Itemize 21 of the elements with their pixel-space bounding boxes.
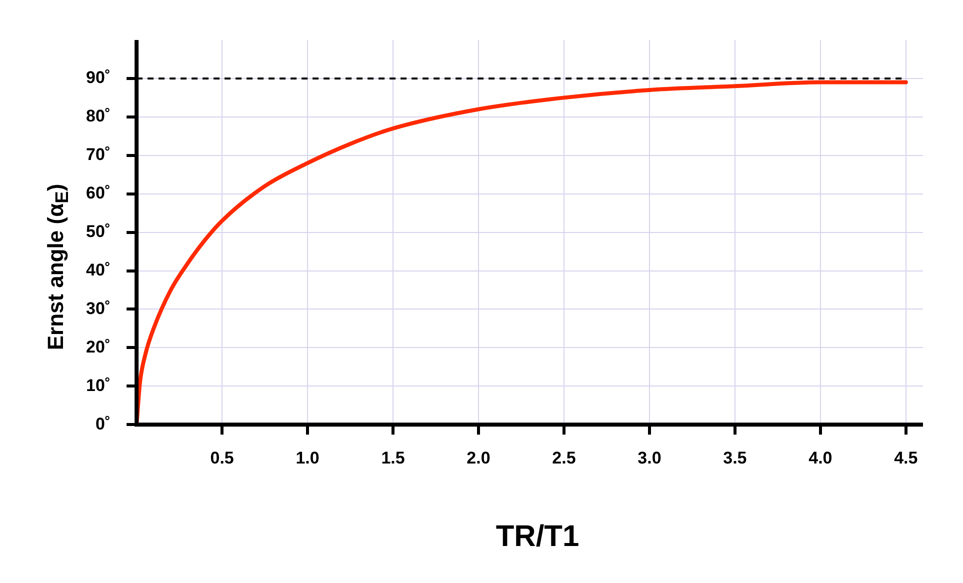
y-tick-label: 20˚ <box>86 337 111 356</box>
x-tick-label: 3.5 <box>723 448 747 468</box>
x-axis-title: TR/T1 <box>494 520 580 554</box>
x-tick-label: 4.0 <box>808 448 832 468</box>
y-tick-label: 80˚ <box>86 106 111 126</box>
x-tick-label: 4.5 <box>894 448 918 468</box>
x-tick-label: 2.0 <box>466 448 490 468</box>
y-tick-label: 0˚ <box>95 414 111 434</box>
y-tick-label: 10˚ <box>86 376 111 395</box>
x-tick-label: 1.0 <box>296 448 320 468</box>
y-tick-label: 40˚ <box>86 260 111 280</box>
y-tick-label: 70˚ <box>86 145 111 164</box>
y-tick-label: 50˚ <box>86 222 111 241</box>
x-tick-label: 2.5 <box>552 448 576 468</box>
line-series <box>136 80 908 425</box>
y-tick-label: 90˚ <box>86 68 111 88</box>
y-tick-label: 30˚ <box>86 298 111 318</box>
x-tick-label: 3.0 <box>638 448 662 468</box>
x-tick-label: 1.5 <box>381 448 405 468</box>
x-tick-label: 0.5 <box>210 448 234 468</box>
y-tick-label: 60˚ <box>86 184 111 203</box>
